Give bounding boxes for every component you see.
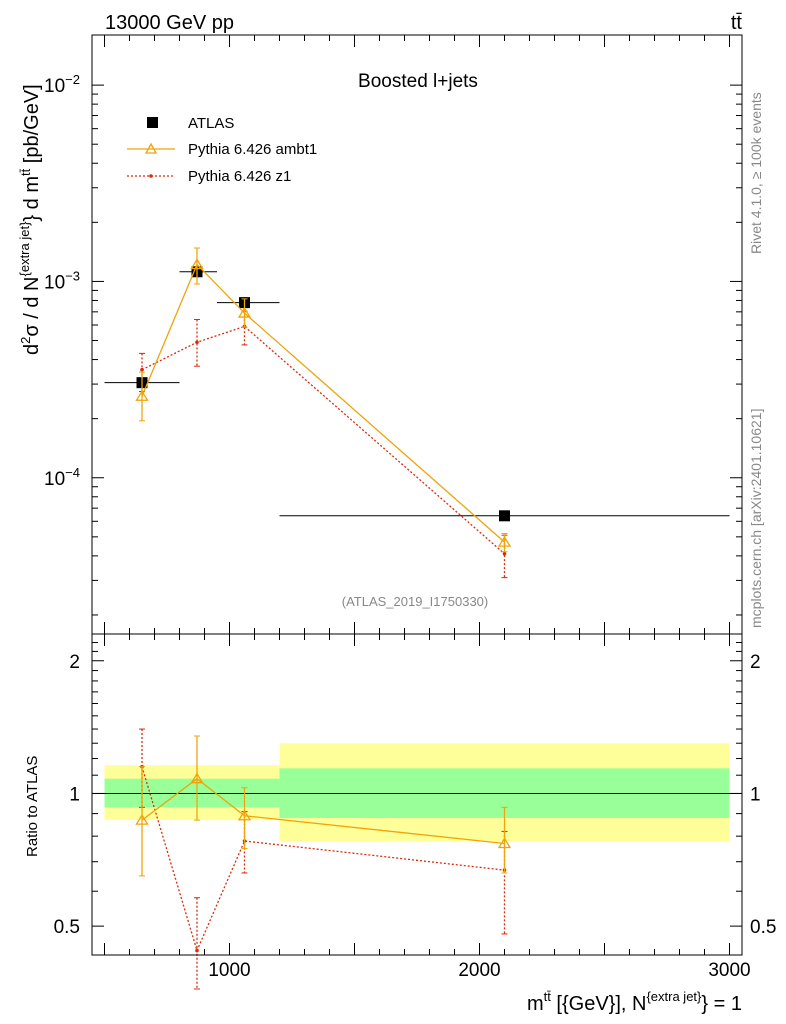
ambt1-point-3 (497, 535, 512, 547)
ratio-ambt1-point-1 (190, 772, 204, 784)
legend-z1-marker (149, 174, 153, 178)
ratio-ytick-label-right-2: 2 (750, 652, 761, 673)
legend-ambt1-marker (144, 142, 158, 154)
ratio-plot-marks (92, 728, 742, 990)
ratio-ambt1-point-3 (497, 837, 512, 849)
ratio-ytick-label-right-1: 1 (750, 784, 761, 805)
ambt1-point-0 (135, 390, 149, 401)
ratio-ytick-label-0: 0.5 (54, 917, 80, 938)
upper-ytick-label-2: 10−2 (44, 72, 80, 97)
upper-ytick-label-0: 10−4 (44, 465, 80, 490)
lower-frame (91, 633, 743, 956)
upper-plot-marks (104, 247, 730, 579)
z1-point-0 (140, 367, 144, 372)
analysis-id: (ATLAS_2019_I1750330) (342, 594, 488, 609)
ambt1-line (141, 263, 505, 543)
legend: ATLAS Pythia 6.426 ambt1 Pythia 6.426 z1 (127, 115, 317, 185)
ambt1-point-2 (237, 306, 252, 318)
z1-point-3 (502, 551, 507, 556)
xtick-label-1: 2000 (458, 960, 500, 981)
ratio-ytick-label-right-0: 0.5 (750, 917, 776, 938)
x-axis-label: mtt̄ [{GeV}], N{extra jet}} = 1 (527, 989, 742, 1015)
ratio-ambt1-line (141, 777, 505, 845)
legend-ambt1-label: Pythia 6.426 ambt1 (188, 141, 317, 158)
ratio-ambt1-point-2 (237, 809, 252, 821)
ratio-ambt1-point-0 (135, 813, 149, 825)
ratio-ytick-label-1: 1 (69, 784, 80, 805)
y-axis-label: d2σ / d N{extra jet}} d mtt̄ [pb/GeV] (17, 84, 43, 355)
xtick-label-0: 1000 (208, 960, 250, 981)
plot-title: Boosted l+jets (358, 71, 478, 92)
ratio-ytick-label-2: 2 (69, 652, 80, 673)
upper-ytick-label-1: 10−3 (44, 268, 80, 293)
mcplots-label: mcplots.cern.ch [arXiv:2401.10621] (748, 409, 764, 628)
xtick-label-2: 3000 (708, 960, 750, 981)
legend-atlas-marker (147, 117, 158, 128)
process-label: tt̄ (731, 12, 743, 34)
ratio-axis-label: Ratio to ATLAS (24, 756, 41, 857)
rivet-label: Rivet 4.1.0, ≥ 100k events (748, 92, 764, 254)
energy-label: 13000 GeV pp (105, 12, 234, 34)
ratio-z1-point-1 (195, 948, 199, 953)
z1-point-1 (195, 340, 199, 345)
atlas-point-3 (499, 510, 510, 522)
axes: 10−4 10−3 10−2 0.5 0.5 1 1 2 2 1000 2000 3000 (44, 34, 776, 981)
ambt1-point-1 (190, 258, 204, 270)
legend-z1-label: Pythia 6.426 z1 (188, 168, 291, 185)
z1-line (141, 325, 505, 555)
legend-atlas-label: ATLAS (188, 115, 234, 132)
